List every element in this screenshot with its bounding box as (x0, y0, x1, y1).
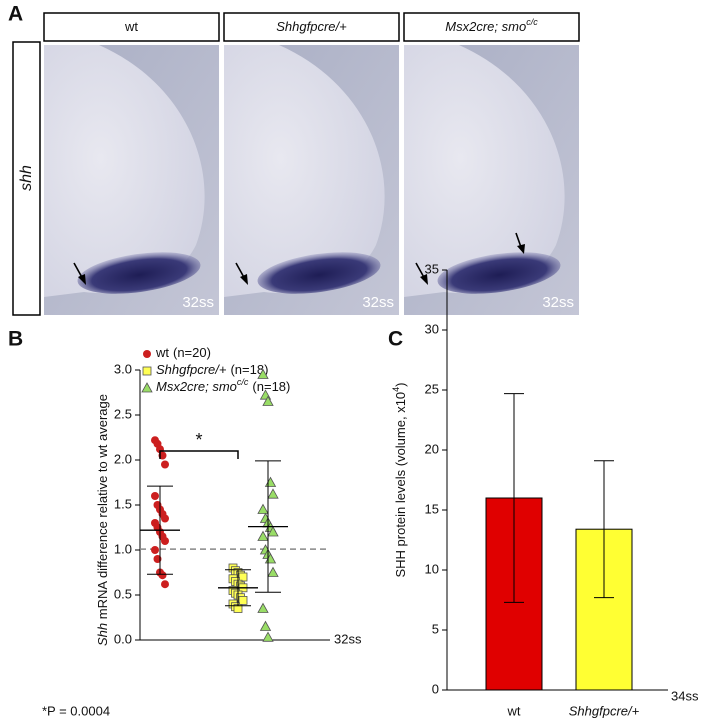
column-header: wt (124, 19, 138, 34)
point (161, 537, 169, 545)
column-header: Msx2cre; smoc/c (445, 17, 538, 34)
shh-stain (257, 252, 381, 294)
y-axis-label-text: mRNA difference relative to wt average (95, 394, 110, 623)
y-tick-label: 3.0 (114, 361, 132, 376)
point (267, 566, 279, 577)
point (264, 476, 277, 487)
panel-label: C (388, 328, 403, 351)
column-header-box (403, 12, 580, 42)
stage-label: 32ss (334, 631, 362, 646)
column-header-box (43, 12, 220, 42)
x-tick-label: wt (507, 703, 521, 718)
legend-marker (141, 382, 153, 393)
y-tick-label: 20 (425, 441, 439, 456)
arrowhead (78, 274, 86, 285)
y-tick-label: 0.0 (114, 631, 132, 646)
arrowhead (420, 274, 428, 285)
legend-n: (n=20) (173, 345, 211, 360)
y-axis-label: Shh mRNA difference relative to wt avera… (95, 394, 110, 646)
legend-name: Shhgfpcre/+ (156, 362, 227, 377)
y-axis-label-sup: 4 (391, 387, 401, 392)
limb-bud (44, 45, 205, 297)
column-title: wt (124, 19, 138, 34)
point (257, 503, 269, 514)
point (238, 572, 248, 582)
stage-label: 32ss (542, 294, 574, 311)
legend-sup: c/c (237, 377, 249, 387)
legend-entry: Msx2cre; smoc/c (n=18) (156, 377, 290, 394)
y-tick-label: 35 (425, 261, 439, 276)
panel-label: A (8, 3, 23, 26)
point (151, 546, 159, 554)
point (257, 368, 269, 379)
point (257, 602, 269, 613)
legend-entry: Shhgfpcre/+ (n=18) (156, 362, 268, 377)
column-title: Shhgfpcre/+ (276, 19, 347, 34)
point (238, 596, 248, 605)
y-tick-label: 2.0 (114, 451, 132, 466)
column-title: Msx2cre; smo (445, 19, 526, 34)
point (257, 530, 269, 541)
embryo-image: 32ss (404, 45, 579, 315)
stage-label: 32ss (362, 294, 394, 311)
point (151, 492, 159, 500)
embryo-image: 32ss (44, 45, 219, 315)
significance-mark: * (195, 430, 202, 450)
y-tick-label: 30 (425, 321, 439, 336)
limb-bud (404, 45, 565, 297)
y-axis-label-italic: Shh (95, 623, 110, 646)
row-label-box (12, 41, 41, 316)
arrowhead (517, 244, 525, 254)
stage-label: 32ss (182, 294, 214, 311)
shh-stain (437, 252, 561, 294)
embryo-image: 32ss (224, 45, 399, 315)
legend-name: wt (155, 345, 169, 360)
y-tick-label: 25 (425, 381, 439, 396)
legend-n: (n=18) (230, 362, 268, 377)
stage-label: 34ss (671, 688, 699, 703)
significance-bracket (159, 450, 239, 459)
footnote: *P = 0.0004 (42, 703, 110, 718)
y-tick-label: 0 (432, 681, 439, 696)
y-tick-label: 1.5 (114, 496, 132, 511)
point (262, 631, 274, 642)
y-axis-label-end: ) (393, 382, 408, 386)
column-title-sup: c/c (526, 17, 538, 27)
arrowhead (240, 274, 248, 285)
y-tick-label: 10 (425, 561, 439, 576)
point (259, 620, 272, 631)
legend-n: (n=18) (252, 379, 290, 394)
point (161, 580, 169, 589)
legend-marker (143, 350, 151, 358)
y-axis-label-text: SHH protein levels (volume, x10 (393, 392, 408, 578)
y-tick-label: 1.0 (114, 541, 132, 556)
legend-entry: wt (n=20) (155, 345, 211, 360)
y-axis-label: SHH protein levels (volume, x104) (391, 382, 408, 577)
y-tick-label: 0.5 (114, 586, 132, 601)
point (161, 514, 169, 523)
x-tick-label: Shhgfpcre/+ (569, 703, 640, 718)
row-label: shh (18, 165, 35, 191)
column-header-box (223, 12, 400, 42)
point (262, 395, 274, 406)
y-tick-label: 5 (432, 621, 439, 636)
limb-bud (224, 45, 385, 297)
point (267, 526, 279, 537)
legend-marker (142, 366, 152, 376)
column-header: Shhgfpcre/+ (276, 19, 347, 34)
point (161, 460, 169, 469)
point (267, 488, 279, 499)
legend-name: Msx2cre; smo (156, 379, 237, 394)
panel-label: B (8, 328, 23, 351)
shh-stain (77, 252, 201, 294)
y-tick-label: 2.5 (114, 406, 132, 421)
y-tick-label: 15 (425, 501, 439, 516)
